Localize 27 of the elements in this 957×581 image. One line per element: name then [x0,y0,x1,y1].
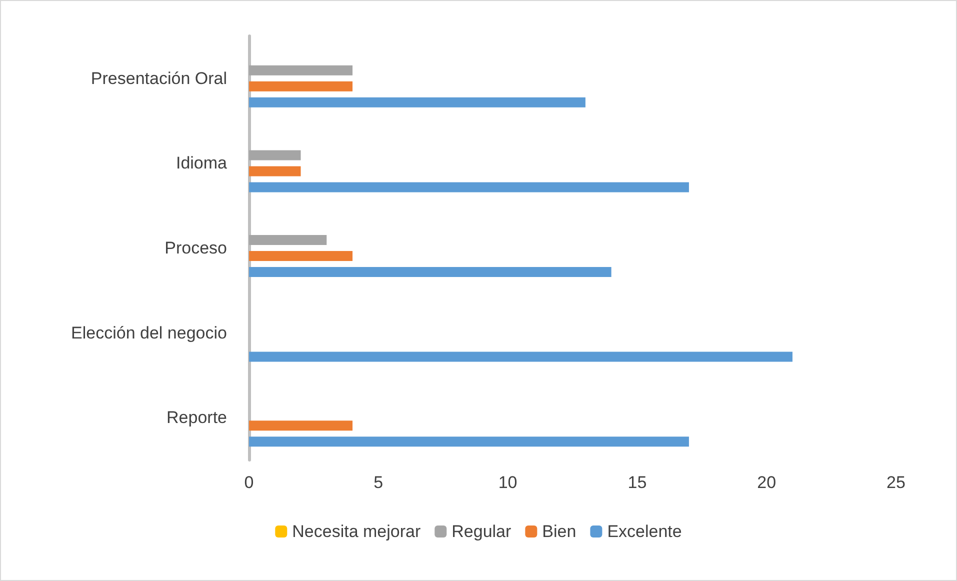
bar [249,251,353,261]
x-tick-label: 5 [374,473,384,492]
legend-label: Excelente [607,522,682,541]
bar [249,352,792,362]
x-tick-label: 15 [628,473,647,492]
x-tick-label: 10 [498,473,518,492]
y-tick-label: Proceso [164,238,227,258]
x-tick-label: 25 [886,473,906,492]
legend-label: Necesita mejorar [292,522,421,541]
y-tick-label: Presentación Oral [90,68,227,88]
bar [249,150,301,160]
bar [249,436,689,447]
x-tick-label: 0 [244,473,254,492]
legend-label: Bien [542,522,576,541]
y-tick-label: Reporte [166,408,227,428]
bar [249,166,301,176]
x-tick-label: 20 [757,473,776,492]
y-tick-label: Elección del negocio [71,323,227,342]
bar [249,182,689,192]
y-tick-label: Idioma [176,154,228,173]
bar [249,267,612,277]
bar [249,97,586,108]
bar [249,81,353,92]
bar [249,235,327,245]
legend-label: Regular [452,522,512,541]
bar [249,420,353,431]
bar [249,65,353,76]
